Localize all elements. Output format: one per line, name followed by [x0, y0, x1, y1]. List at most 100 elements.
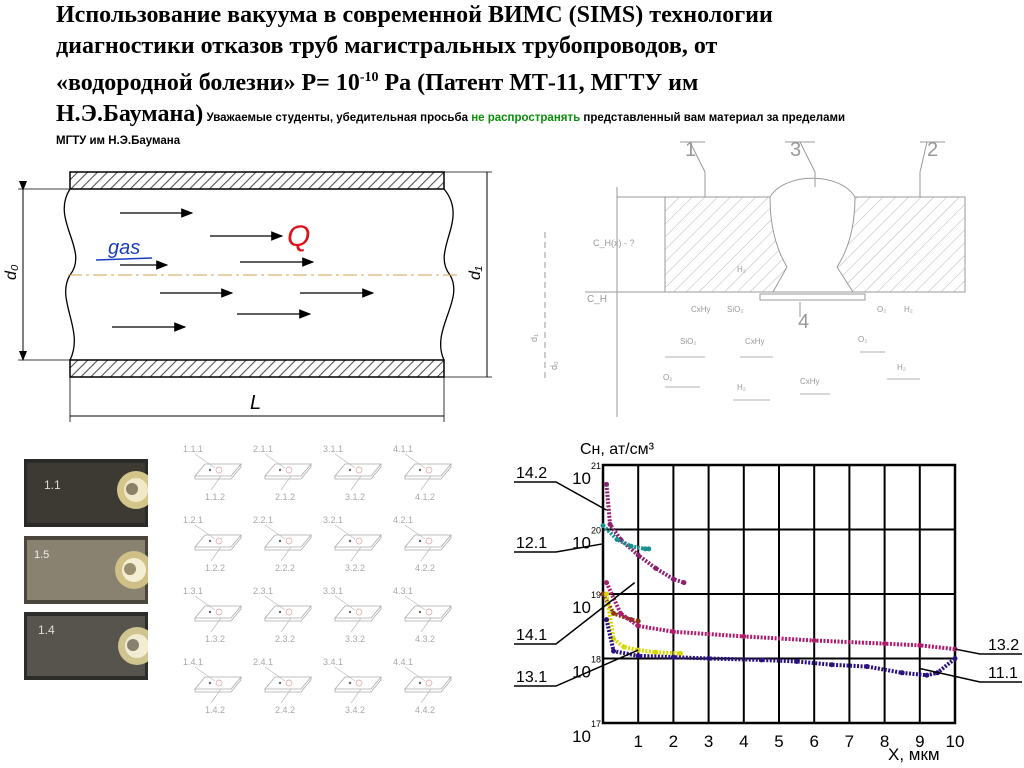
data-point — [646, 546, 652, 552]
species-top-2: SiO₂ — [727, 305, 743, 314]
data-point — [706, 656, 712, 661]
photo-1-label: 1.1 — [44, 478, 61, 492]
x-tick-label: 2 — [669, 732, 678, 751]
label-14-2: 14.2 — [514, 465, 607, 511]
x-tick-label: 6 — [809, 732, 818, 751]
sample-plate — [264, 534, 312, 548]
d1-label: d₁ — [467, 266, 484, 280]
data-point — [611, 610, 617, 616]
series-13-1 — [604, 591, 683, 656]
data-point — [670, 576, 676, 582]
d1-weld-label: d₁ — [529, 334, 539, 342]
sample-cell: 1.2.1 1.2.2 — [183, 515, 242, 573]
series-11-1 — [604, 617, 958, 678]
sample-label-bottom: 2.2.2 — [275, 563, 295, 573]
title-line-4-text: Н.Э.Баумана) — [56, 101, 204, 127]
sample-cell: 3.3.1 3.3.2 — [323, 586, 382, 644]
d0-label: d₀ — [3, 264, 20, 280]
sample-label-top: 4.1.1 — [393, 444, 413, 454]
sample-label-top: 2.1.1 — [253, 444, 273, 454]
x-tick-label: 10 — [946, 732, 965, 751]
species-low-3: CxHy — [800, 377, 820, 386]
data-point — [899, 670, 905, 676]
sample-cell: 4.4.1 4.4.2 — [393, 657, 452, 715]
callout-text: 14.1 — [516, 627, 547, 644]
data-point — [604, 481, 610, 487]
x-tick-label: 1 — [633, 732, 642, 751]
species-top-3: O₂ — [877, 305, 886, 314]
notice-warning: не распространять — [471, 112, 581, 124]
sample-label-bottom: 3.4.2 — [345, 705, 365, 715]
pressure-exponent: -10 — [359, 70, 379, 85]
species-low-1: O₂ — [663, 373, 672, 382]
data-point — [952, 646, 958, 652]
sample-label-top: 1.3.1 — [183, 586, 203, 596]
sample-label-bottom: 1.2.2 — [205, 563, 225, 573]
title-line-3: «водородной болезни» P= 10-10 Pa (Патент… — [56, 62, 1016, 99]
data-point — [741, 633, 747, 639]
sample-label-bottom: 1.3.2 — [205, 634, 225, 644]
sample-plate — [334, 534, 382, 548]
sample-plate — [334, 463, 382, 477]
data-point — [635, 653, 641, 659]
species-mid-2: CxHy — [745, 337, 765, 346]
label-13-1: 13.1 — [514, 649, 639, 687]
data-point — [621, 644, 627, 650]
data-point — [635, 618, 641, 624]
sample-label-bottom: 3.2.2 — [345, 563, 365, 573]
data-point — [618, 610, 624, 616]
cnx-label: C_H(x) - ? — [593, 238, 635, 248]
data-point — [811, 638, 817, 644]
gas-underline — [95, 257, 153, 261]
data-point — [681, 580, 687, 586]
data-point — [600, 523, 606, 529]
sample-plate — [334, 676, 382, 690]
notice-pre: Уважаемые студенты, убедительная просьба — [203, 112, 472, 124]
label-13-2: 13.2 — [954, 637, 1022, 655]
title-line-1: Использование вакуума в современной ВИМС… — [56, 2, 773, 28]
sample-label-top: 2.2.1 — [253, 515, 273, 525]
h2-label: H₂ — [737, 265, 746, 274]
sample-plate — [264, 676, 312, 690]
sample-label-bottom: 2.4.2 — [275, 705, 295, 715]
callout-leader — [514, 649, 639, 687]
sample-photo-2: 1.5 — [24, 536, 153, 604]
sample-label-bottom: 4.2.2 — [415, 563, 435, 573]
title-line-2: диагностики отказов труб магистральных т… — [56, 33, 718, 59]
x-tick-label: 3 — [704, 732, 713, 751]
weld-bead — [769, 177, 856, 198]
sample-plate — [264, 605, 312, 619]
pipe-top-wall — [69, 171, 445, 190]
notice-post: представленный вам материал за пределами — [580, 112, 846, 124]
species-mid-1: SiO₂ — [680, 337, 696, 346]
sample-cell: 3.2.1 3.2.2 — [323, 515, 382, 573]
sample-grid: 1.1.1 1.1.2 2.1.1 2.1.2 3.1.1 3.1.2 4.1.1 4.1.2… — [183, 444, 452, 715]
data-point — [829, 662, 835, 668]
x-tick-label: 7 — [845, 732, 854, 751]
q-label: Q — [287, 220, 310, 253]
sample-plate — [194, 463, 242, 477]
callout-text: 13.2 — [988, 637, 1019, 654]
data-point — [917, 642, 923, 648]
sample-label-bottom: 4.1.2 — [415, 492, 435, 502]
notice-line-2: МГТУ им Н.Э.Баумана — [56, 135, 181, 147]
sample-cell: 2.3.1 2.3.2 — [253, 586, 312, 644]
sample-label-top: 2.3.1 — [253, 586, 273, 596]
title-line-3-text: «водородной болезни» P= 10 — [56, 70, 360, 96]
sample-label-bottom: 4.4.2 — [415, 705, 435, 715]
data-point — [604, 617, 610, 623]
sample-label-top: 4.3.1 — [393, 586, 413, 596]
d0-weld-label: d₀ — [549, 361, 559, 370]
plate-left — [664, 196, 788, 293]
data-point — [670, 654, 676, 660]
sample-label-top: 3.1.1 — [323, 444, 343, 454]
data-point — [614, 536, 620, 542]
data-point — [758, 657, 764, 663]
x-tick-label: 5 — [774, 732, 783, 751]
series-13-2 — [604, 580, 958, 652]
label-1: 1 — [685, 139, 696, 161]
sample-cell: 2.2.1 2.2.2 — [253, 515, 312, 573]
sample-cell: 2.1.1 2.1.2 — [253, 444, 312, 502]
